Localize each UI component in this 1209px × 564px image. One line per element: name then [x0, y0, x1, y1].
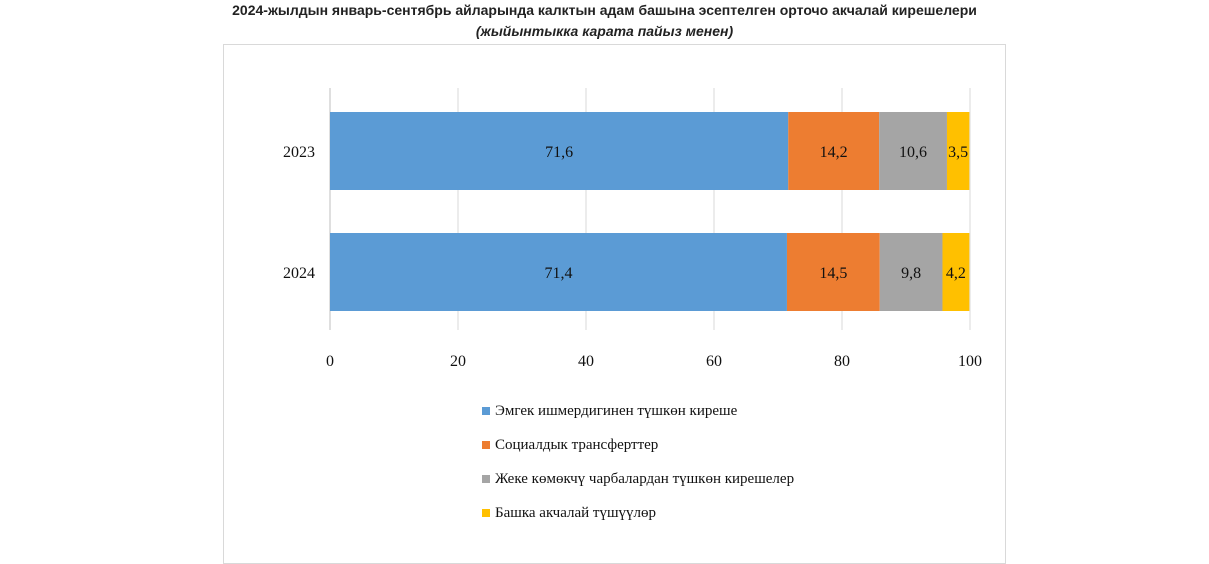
bar-segment: [879, 233, 943, 311]
legend-label: Башка акчалай түшүүлөр: [495, 504, 656, 521]
legend-label: Эмгек ишмердигинен түшкөн киреше: [495, 402, 738, 419]
legend-swatch: [482, 407, 490, 415]
legend-label: Социалдык трансферттер: [495, 436, 659, 453]
legend-label: Жеке көмөкчү чарбалардан түшкөн кирешеле…: [495, 470, 795, 487]
x-tick-label: 40: [578, 353, 594, 370]
bar-segment: [330, 233, 787, 311]
data-label: 9,8: [901, 265, 921, 282]
x-tick-label: 20: [450, 353, 466, 370]
bar-segment: [788, 112, 880, 190]
legend-item-social-transfers: Социалдык трансферттер: [482, 428, 794, 462]
data-label: 71,4: [544, 265, 572, 282]
bar-segment: [879, 112, 947, 190]
data-label: 14,5: [819, 265, 847, 282]
category-label: 2024: [283, 265, 315, 282]
legend-swatch: [482, 441, 490, 449]
legend-swatch: [482, 509, 490, 517]
legend-swatch: [482, 475, 490, 483]
data-label: 14,2: [820, 144, 848, 161]
category-label: 2023: [283, 144, 315, 161]
x-tick-label: 80: [834, 353, 850, 370]
bar-segment: [946, 112, 970, 190]
data-label: 3,5: [948, 144, 968, 161]
legend-item-other-income: Башка акчалай түшүүлөр: [482, 496, 794, 530]
chart-legend: Эмгек ишмердигинен түшкөн киреше Социалд…: [482, 394, 794, 530]
chart-subtitle: (жыйынтыкка карата пайыз менен): [475, 23, 734, 39]
legend-item-labor-income: Эмгек ишмердигинен түшкөн киреше: [482, 394, 794, 428]
bar-segment: [786, 233, 880, 311]
data-label: 4,2: [946, 265, 966, 282]
x-tick-label: 0: [326, 353, 334, 370]
bar-segment: [942, 233, 970, 311]
chart-title: 2024-жылдын январь-сентябрь айларында ка…: [232, 2, 977, 18]
bar-chart: 71,6 14,2 10,6 3,5 2023 71,4 14,5 9,8 4,2 2024 0 20…: [283, 88, 982, 370]
x-tick-label: 60: [706, 353, 722, 370]
data-label: 71,6: [545, 144, 573, 161]
x-tick-label: 100: [958, 353, 982, 370]
data-label: 10,6: [899, 144, 927, 161]
legend-item-household-farm-income: Жеке көмөкчү чарбалардан түшкөн кирешеле…: [482, 462, 794, 496]
bar-segment: [330, 112, 789, 190]
